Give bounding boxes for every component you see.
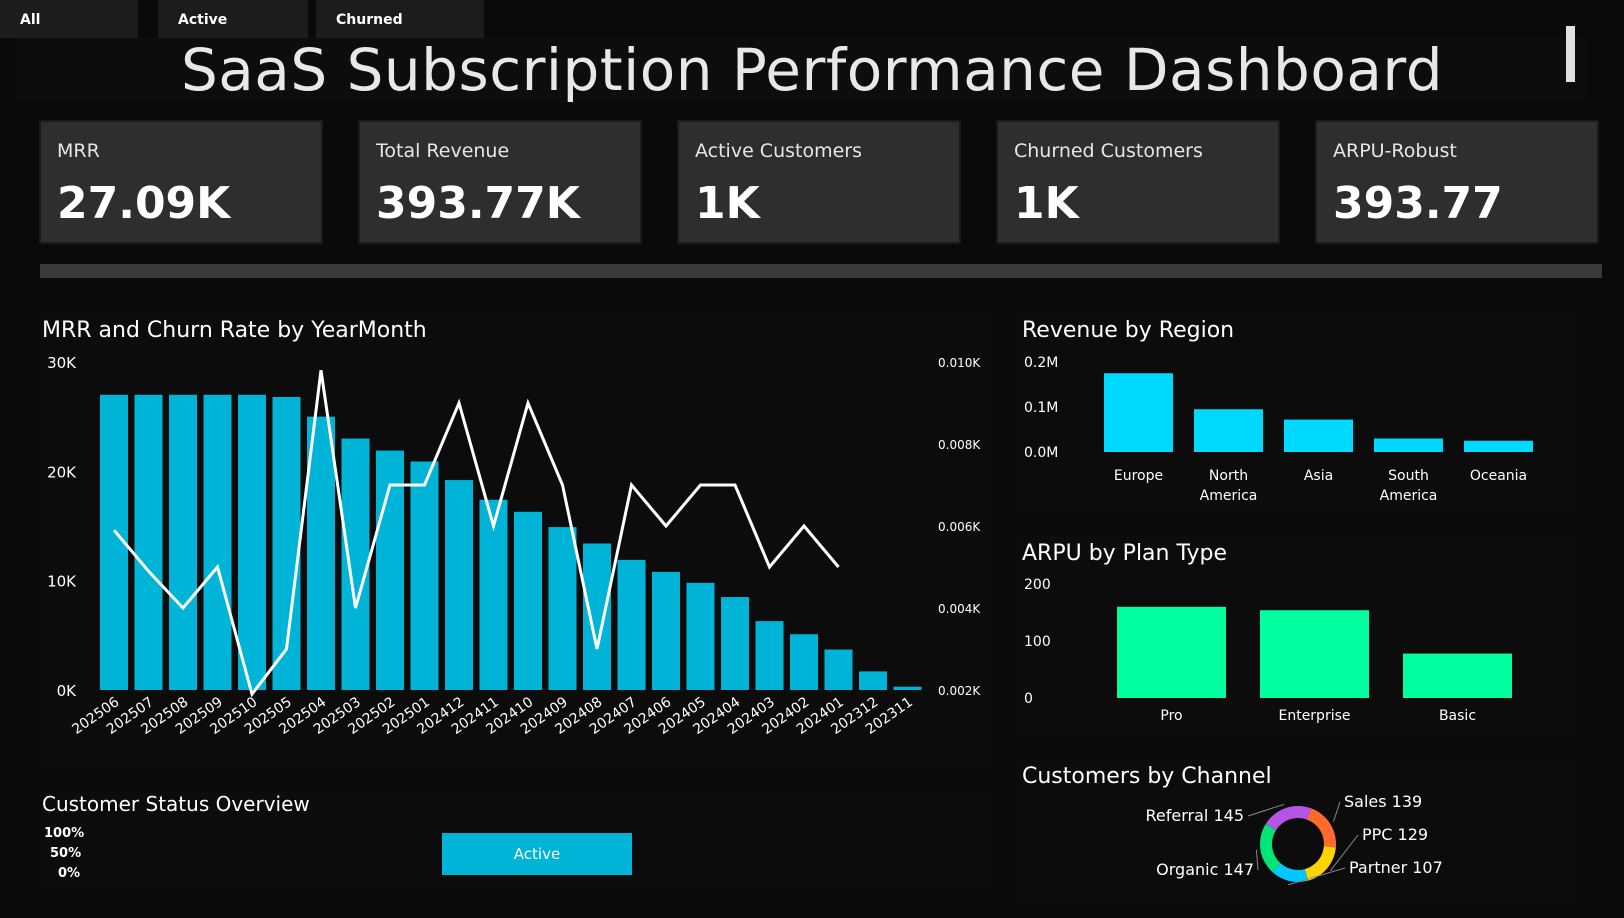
channel-label: PPC 129 bbox=[1362, 825, 1428, 844]
channel-leader-line bbox=[1255, 849, 1259, 871]
customers-by-channel-chart: Sales 139 PPC 129 Partner 107 Organic 147 Re… bbox=[1146, 792, 1443, 886]
channel-chart-title: Customers by Channel bbox=[1022, 764, 1272, 789]
channel-leader-line bbox=[1329, 834, 1359, 872]
kpi-value: 393.77K bbox=[376, 178, 580, 229]
mrr-bar bbox=[617, 559, 646, 690]
scroll-indicator[interactable] bbox=[1566, 26, 1575, 82]
channel-leader-line bbox=[1287, 867, 1346, 886]
channel-label: Partner 107 bbox=[1349, 858, 1443, 877]
y-axis-tick: 0.0M bbox=[1024, 445, 1058, 461]
channel-label: Organic 147 bbox=[1156, 860, 1254, 879]
mrr-bar bbox=[514, 511, 542, 690]
title-bar bbox=[16, 38, 1586, 102]
region-bar bbox=[1194, 409, 1263, 452]
kpi-card-arpu-robust: ARPU-Robust 393.77 bbox=[1317, 122, 1597, 242]
kpi-label: ARPU-Robust bbox=[1333, 140, 1457, 162]
region-bar bbox=[1284, 419, 1353, 452]
mrr-bar bbox=[134, 394, 163, 690]
kpi-card-total-revenue: Total Revenue 393.77K bbox=[360, 122, 640, 242]
y-axis-tick: 0 bbox=[1024, 691, 1033, 707]
y-axis-tick: 0.1M bbox=[1024, 400, 1058, 416]
page-title: SaaS Subscription Performance Dashboard bbox=[180, 36, 1444, 104]
y2-axis-tick: 0.006K bbox=[938, 520, 981, 534]
mrr-bar bbox=[341, 438, 370, 690]
mrr-chart-title: MRR and Churn Rate by YearMonth bbox=[42, 318, 427, 343]
x-axis-tick: South America bbox=[1380, 468, 1438, 504]
x-axis-tick: North America bbox=[1200, 468, 1258, 504]
kpi-value: 27.09K bbox=[57, 178, 231, 229]
mrr-bar bbox=[238, 394, 266, 690]
channel-slice bbox=[1260, 823, 1281, 873]
kpi-card-mrr: MRR 27.09K bbox=[41, 122, 321, 242]
mrr-bar bbox=[859, 671, 887, 690]
y2-axis-tick: 0.008K bbox=[938, 438, 981, 452]
kpi-label: Churned Customers bbox=[1014, 140, 1203, 162]
churn-rate-line bbox=[112, 369, 840, 698]
arpu-bar bbox=[1260, 610, 1369, 698]
status-axis-tick: 50% bbox=[50, 846, 82, 861]
channel-leader-line bbox=[1332, 801, 1341, 822]
x-axis-tick: Pro bbox=[1160, 708, 1182, 724]
channel-label: Sales 139 bbox=[1344, 792, 1422, 811]
region-bar bbox=[1374, 438, 1443, 452]
region-bar bbox=[1464, 440, 1533, 452]
y2-axis-tick: 0.004K bbox=[938, 602, 981, 616]
mrr-bar bbox=[721, 597, 749, 690]
arpu-chart-title: ARPU by Plan Type bbox=[1022, 541, 1228, 566]
channel-slice bbox=[1265, 806, 1312, 831]
mrr-bar bbox=[893, 686, 922, 690]
channel-slice bbox=[1304, 846, 1336, 881]
y2-axis-tick: 0.002K bbox=[938, 684, 981, 698]
kpi-value: 1K bbox=[1014, 178, 1079, 229]
arpu-by-plan-chart: 200 100 0 Pro Enterprise Basic bbox=[1024, 577, 1512, 724]
region-bar bbox=[1104, 373, 1173, 452]
status-axis-tick: 0% bbox=[58, 866, 81, 881]
region-chart-title: Revenue by Region bbox=[1022, 318, 1235, 343]
kpi-value: 1K bbox=[695, 178, 760, 229]
y-axis-tick: 20K bbox=[47, 463, 77, 481]
arpu-bar bbox=[1403, 653, 1512, 698]
mrr-bar bbox=[307, 416, 335, 690]
y-axis-tick: 100 bbox=[1024, 634, 1051, 650]
mrr-bar bbox=[169, 394, 197, 690]
mrr-bar bbox=[410, 461, 439, 690]
y-axis-tick: 10K bbox=[47, 573, 77, 591]
kpi-value: 393.77 bbox=[1333, 178, 1503, 229]
mrr-bar bbox=[824, 649, 853, 690]
status-bar-active[interactable]: Active bbox=[442, 833, 632, 875]
mrr-churn-chart: 30K 20K 10K 0K 0.010K 0.008K 0.006K 0.004K 0.002… bbox=[47, 354, 981, 738]
y2-axis-tick: 0.010K bbox=[938, 356, 981, 370]
status-title: Customer Status Overview bbox=[42, 792, 310, 816]
channel-slice bbox=[1272, 863, 1309, 882]
mrr-bar bbox=[445, 480, 473, 690]
x-axis-tick: Enterprise bbox=[1278, 708, 1350, 724]
kpi-label: Total Revenue bbox=[376, 140, 510, 162]
y-axis-tick: 200 bbox=[1024, 577, 1051, 593]
y-axis-tick: 0K bbox=[57, 682, 78, 700]
divider-bar bbox=[40, 264, 1602, 278]
mrr-bar bbox=[686, 582, 715, 690]
mrr-bar bbox=[548, 527, 577, 690]
mrr-bar bbox=[652, 571, 680, 690]
x-axis-tick: Basic bbox=[1439, 708, 1476, 724]
y-axis-tick: 0.2M bbox=[1024, 355, 1058, 371]
kpi-label: Active Customers bbox=[695, 140, 863, 162]
kpi-label: MRR bbox=[57, 140, 100, 162]
arpu-bar bbox=[1117, 606, 1226, 698]
x-axis-tick: Oceania bbox=[1470, 468, 1527, 484]
channel-slice bbox=[1306, 808, 1336, 848]
status-axis-tick: 100% bbox=[44, 826, 85, 841]
mrr-bar bbox=[790, 634, 818, 690]
y-axis-tick: 30K bbox=[47, 354, 77, 372]
mrr-bar bbox=[755, 621, 784, 690]
kpi-card-active-customers: Active Customers 1K bbox=[679, 122, 959, 242]
channel-leader-line bbox=[1247, 803, 1285, 817]
mrr-bar bbox=[203, 394, 232, 690]
kpi-card-churned-customers: Churned Customers 1K bbox=[998, 122, 1278, 242]
x-axis-tick: Europe bbox=[1114, 468, 1163, 484]
channel-label: Referral 145 bbox=[1146, 806, 1244, 825]
x-axis-tick: Asia bbox=[1304, 468, 1333, 484]
mrr-bar bbox=[583, 543, 611, 690]
revenue-by-region-chart: 0.2M 0.1M 0.0M Europe North America Asia South A… bbox=[1024, 355, 1533, 504]
